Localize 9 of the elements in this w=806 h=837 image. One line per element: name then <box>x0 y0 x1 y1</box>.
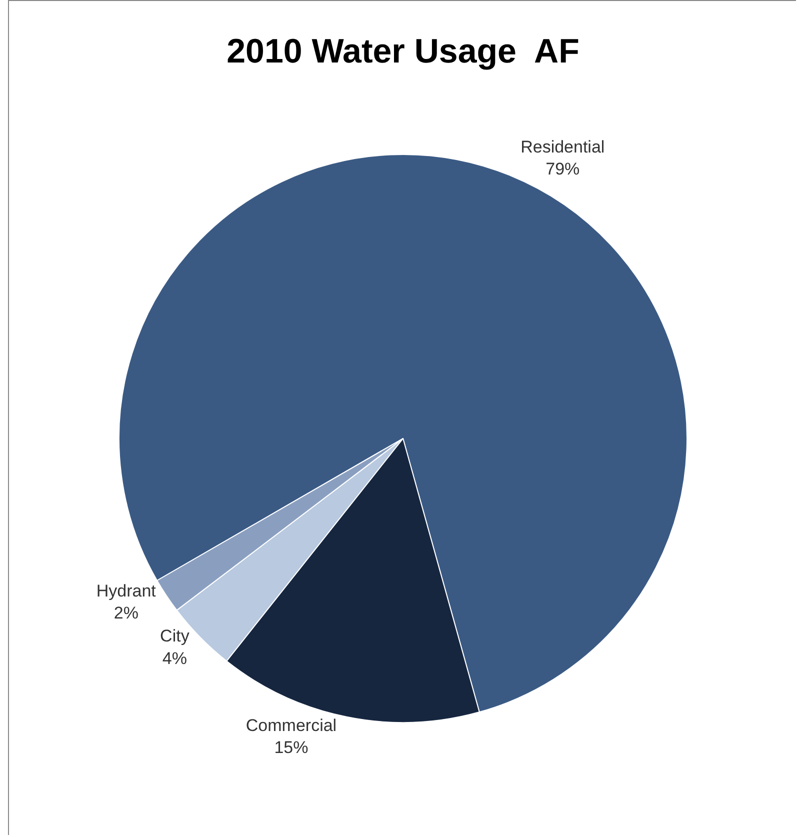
slice-label: Residential <box>520 137 605 156</box>
data-label: 79% <box>546 159 580 178</box>
slice-label: City <box>160 626 190 646</box>
data-label: 2% <box>114 604 138 623</box>
data-label: 15% <box>274 738 308 758</box>
slice-label: Hydrant <box>96 581 156 600</box>
chart-title: 2010 Water Usage AF <box>226 32 580 70</box>
data-label: 4% <box>162 648 187 668</box>
slice-label: Commercial <box>246 716 337 736</box>
